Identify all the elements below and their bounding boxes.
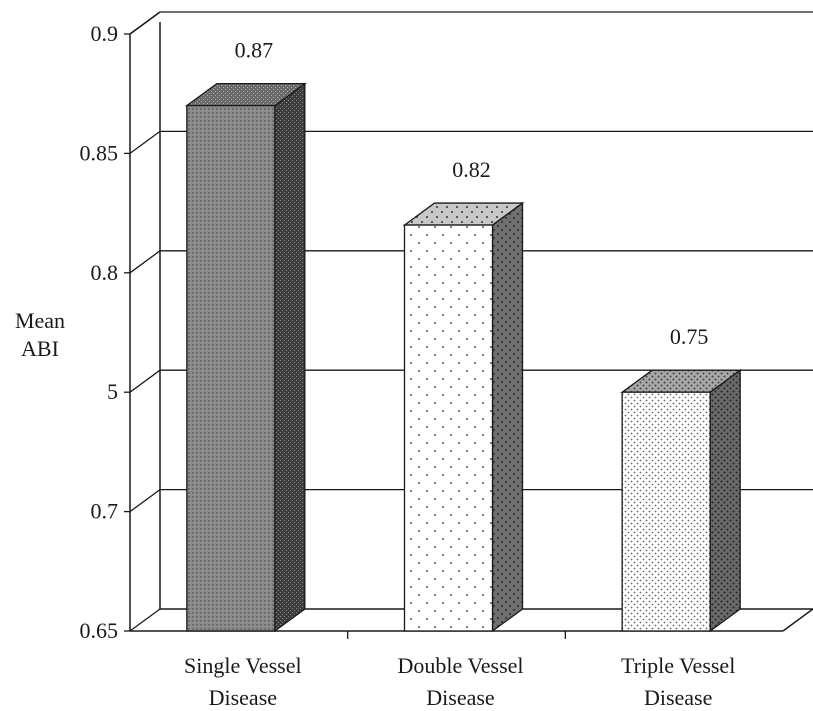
- side-wall-tick: [129, 250, 161, 274]
- bar-side: [709, 368, 741, 633]
- y-tick-label: 0.9: [91, 21, 119, 46]
- floor-right-edge: [782, 608, 813, 632]
- x-tick-label: Disease: [426, 685, 494, 710]
- side-wall-tick: [129, 369, 161, 393]
- y-tick-label: 0.85: [80, 140, 119, 165]
- bar: [402, 201, 525, 633]
- x-tick-label: Double Vessel: [397, 653, 523, 678]
- side-wall-top: [129, 11, 161, 35]
- y-tick-label: 5: [107, 379, 118, 404]
- side-wall-tick: [129, 130, 161, 154]
- bars: [184, 82, 743, 633]
- bar-front: [403, 224, 494, 632]
- side-wall-tick: [129, 489, 161, 513]
- y-axis-title: Mean: [15, 308, 65, 333]
- bar-front: [621, 391, 711, 632]
- side-wall-tick: [129, 608, 161, 632]
- data-label: 0.87: [235, 38, 274, 63]
- y-tick-label: 0.65: [80, 618, 119, 643]
- x-tick-label: Triple Vessel: [621, 653, 735, 678]
- x-tick-label: Single Vessel: [184, 653, 302, 678]
- bar: [184, 82, 307, 633]
- data-label: 0.75: [670, 324, 709, 349]
- bar: [620, 368, 743, 633]
- x-tick-label: Disease: [644, 685, 712, 710]
- data-label: 0.82: [452, 157, 491, 182]
- y-axis-title: ABI: [21, 336, 59, 361]
- y-tick-label: 0.8: [91, 260, 119, 285]
- x-tick-label: Disease: [209, 685, 277, 710]
- bar-front: [186, 104, 276, 632]
- y-tick-label: 0.7: [91, 499, 119, 524]
- bar-side: [274, 82, 306, 633]
- bar-side: [491, 201, 524, 633]
